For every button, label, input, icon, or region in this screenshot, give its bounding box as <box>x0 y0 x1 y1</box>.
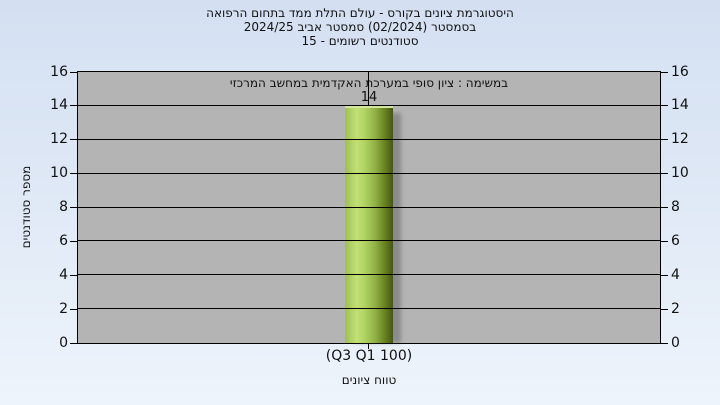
y-tick-label-left: 12 <box>50 131 68 147</box>
bar-value-label: 14 <box>360 89 378 105</box>
gridline <box>78 139 660 140</box>
y-tick-mark-left <box>70 72 77 73</box>
y-tick-label-left: 0 <box>59 335 68 351</box>
gridline <box>78 173 660 174</box>
y-tick-mark-left <box>70 309 77 310</box>
gridline <box>78 274 660 275</box>
y-tick-mark-left <box>70 207 77 208</box>
y-tick-mark-right <box>661 72 668 73</box>
y-tick-label-left: 16 <box>50 64 68 80</box>
x-tick-label: (Q3 Q1 100) <box>325 348 413 364</box>
y-tick-label-right: 6 <box>671 233 680 249</box>
y-tick-label-right: 4 <box>671 267 680 283</box>
y-tick-label-right: 12 <box>671 131 689 147</box>
chart-title-line-3: סטודנטים רשומים - 15 <box>301 34 419 48</box>
gridline <box>78 105 660 106</box>
bar-grade-range[interactable] <box>345 105 393 343</box>
y-tick-mark-right <box>661 173 668 174</box>
y-tick-label-left: 6 <box>59 233 68 249</box>
y-tick-mark-right <box>661 139 668 140</box>
y-tick-label-right: 0 <box>671 335 680 351</box>
y-tick-label-left: 14 <box>50 97 68 113</box>
x-tick-mark <box>368 344 369 349</box>
y-tick-label-right: 8 <box>671 199 680 215</box>
y-tick-label-right: 2 <box>671 301 680 317</box>
y-tick-label-left: 8 <box>59 199 68 215</box>
gridline <box>78 308 660 309</box>
y-tick-label-left: 10 <box>50 165 68 181</box>
y-tick-mark-right <box>661 275 668 276</box>
y-tick-mark-right <box>661 343 668 344</box>
y-tick-mark-left <box>70 173 77 174</box>
y-tick-label-left: 4 <box>59 267 68 283</box>
y-tick-mark-left <box>70 343 77 344</box>
chart-title-line-1: היסטוגרמת ציונים בקורס - עולם התלת ממד ב… <box>206 6 514 20</box>
y-tick-mark-right <box>661 207 668 208</box>
y-tick-mark-right <box>661 309 668 310</box>
y-tick-mark-left <box>70 275 77 276</box>
y-tick-mark-right <box>661 105 668 106</box>
bar-center-marker-line <box>368 72 369 106</box>
y-tick-label-right: 14 <box>671 97 689 113</box>
chart-subtitle: במשימה : ציון סופי במערכת האקדמית במחשב … <box>229 76 509 90</box>
y-tick-mark-left <box>70 139 77 140</box>
y-tick-mark-left <box>70 105 77 106</box>
x-axis-title: טווח ציונים <box>341 373 397 387</box>
plot-area: במשימה : ציון סופי במערכת האקדמית במחשב … <box>77 71 661 344</box>
y-tick-mark-left <box>70 241 77 242</box>
y-tick-label-right: 10 <box>671 165 689 181</box>
y-tick-label-left: 2 <box>59 301 68 317</box>
y-tick-label-right: 16 <box>671 64 689 80</box>
chart-title-line-2: בסמסטר (02/2024) סמסטר אביב 2024/25 <box>243 20 477 34</box>
gridline <box>78 207 660 208</box>
gridline <box>78 240 660 241</box>
y-tick-mark-right <box>661 241 668 242</box>
chart-title: היסטוגרמת ציונים בקורס - עולם התלת ממד ב… <box>0 6 720 48</box>
